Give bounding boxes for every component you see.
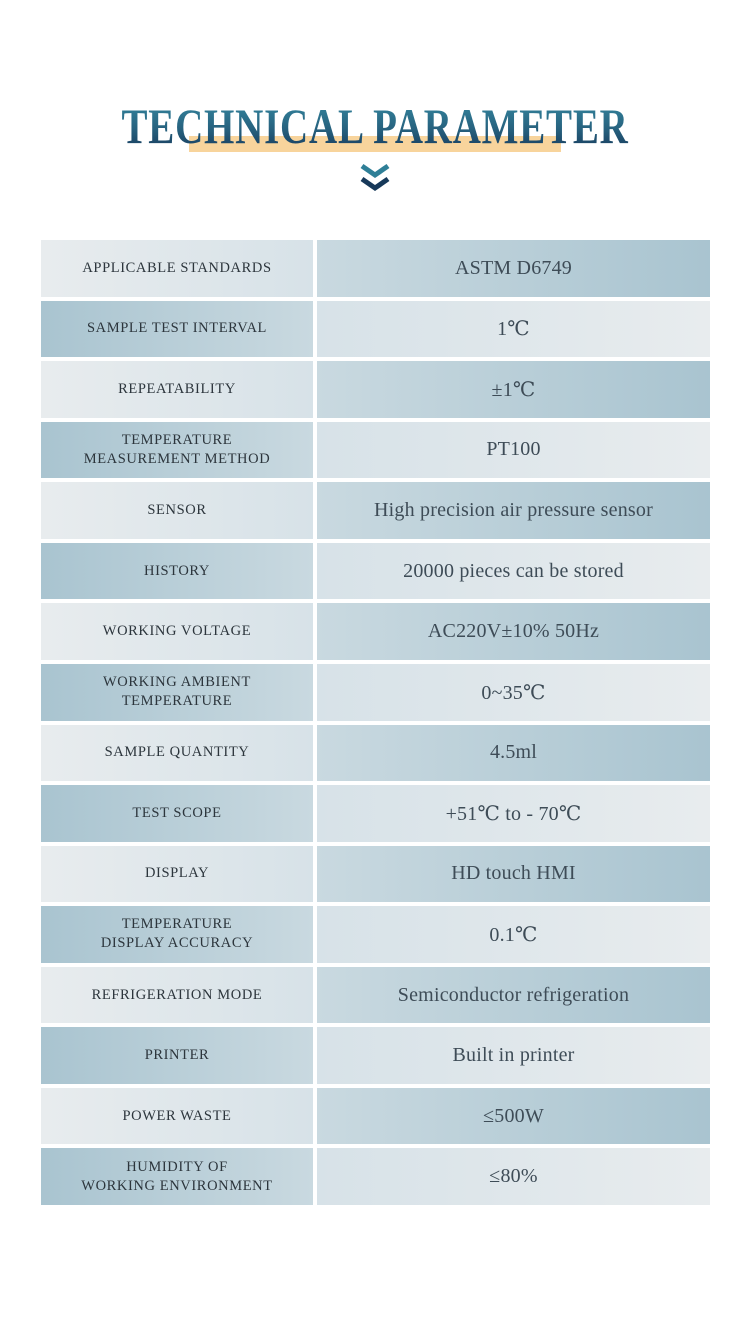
table-row: REFRIGERATION MODE Semiconductor refrige… [41,966,710,1024]
param-label: SAMPLE QUANTITY [104,744,250,761]
param-label: PRINTER [144,1047,210,1064]
param-value-cell: Semiconductor refrigeration [317,966,710,1024]
param-label: POWER WASTE [122,1107,232,1124]
param-value: 0~35℃ [481,681,546,704]
param-label: REFRIGERATION MODE [91,986,263,1003]
param-label: APPLICABLE STANDARDS [82,259,272,276]
param-value-cell: 4.5ml [317,724,710,782]
param-label: WORKING VOLTAGE [102,623,252,640]
param-value: AC220V±10% 50Hz [427,620,600,643]
param-value-cell: 20000 pieces can be stored [317,542,710,600]
param-value-cell: ≤80% [317,1148,710,1205]
param-label-cell: POWER WASTE [41,1087,313,1145]
param-label-cell: SENSOR [41,482,313,539]
param-label-cell: REFRIGERATION MODE [41,966,313,1024]
table-row: REPEATABILITY ±1℃ [41,361,710,418]
table-row: POWER WASTE ≤500W [41,1087,710,1145]
param-value: +51℃ to - 70℃ [445,802,582,825]
param-value: PT100 [486,438,541,461]
double-chevron-down-icon [360,163,390,192]
param-value-cell: ASTM D6749 [317,240,710,297]
table-row: HUMIDITY OF WORKING ENVIRONMENT ≤80% [41,1148,710,1205]
param-value: ≤80% [489,1165,538,1188]
param-label-cell: TEMPERATURE DISPLAY ACCURACY [41,906,313,963]
table-row: TEST SCOPE +51℃ to - 70℃ [41,785,710,842]
param-value: 1℃ [497,318,530,341]
param-value: 20000 pieces can be stored [403,559,624,582]
param-value: ≤500W [483,1104,544,1127]
param-label: SENSOR [147,502,207,519]
param-label-cell: HISTORY [41,542,313,600]
title-highlight-bar [189,136,561,152]
param-value-cell: HD touch HMI [317,845,710,903]
param-value: 0.1℃ [489,923,538,946]
table-row: TEMPERATURE MEASUREMENT METHOD PT100 [41,421,710,479]
param-label-cell: DISPLAY [41,845,313,903]
param-label: TEST SCOPE [132,804,222,821]
param-value-cell: +51℃ to - 70℃ [317,785,710,842]
param-label-cell: TEMPERATURE MEASUREMENT METHOD [41,421,313,479]
param-label-cell: WORKING VOLTAGE [41,603,313,660]
param-label: DISPLAY [144,865,210,882]
param-label: REPEATABILITY [118,380,236,397]
param-label-cell: SAMPLE QUANTITY [41,724,313,782]
table-row: WORKING AMBIENT TEMPERATURE 0~35℃ [41,663,710,721]
table-row: SAMPLE TEST INTERVAL 1℃ [41,300,710,358]
param-value-cell: 0.1℃ [317,906,710,963]
param-label-cell: SAMPLE TEST INTERVAL [41,300,313,358]
param-value: High precision air pressure sensor [374,499,653,522]
table-row: TEMPERATURE DISPLAY ACCURACY 0.1℃ [41,906,710,963]
param-value: ASTM D6749 [454,256,572,279]
param-value: HD touch HMI [451,862,576,885]
param-value-cell: Built in printer [317,1027,710,1084]
param-label-cell: TEST SCOPE [41,785,313,842]
param-value-cell: PT100 [317,421,710,479]
table-row: SAMPLE QUANTITY 4.5ml [41,724,710,782]
table-row: PRINTER Built in printer [41,1027,710,1084]
page-title-block: TECHNICAL PARAMETER [0,100,750,152]
parameter-table: APPLICABLE STANDARDS ASTM D6749 SAMPLE T… [41,240,710,1205]
table-row: SENSOR High precision air pressure senso… [41,482,710,539]
param-label: SAMPLE TEST INTERVAL [86,320,268,337]
param-label-cell: REPEATABILITY [41,361,313,418]
param-label-cell: HUMIDITY OF WORKING ENVIRONMENT [41,1148,313,1205]
param-label-cell: APPLICABLE STANDARDS [41,240,313,297]
param-value-cell: 0~35℃ [317,663,710,721]
param-label-cell: WORKING AMBIENT TEMPERATURE [41,663,313,721]
param-value-cell: 1℃ [317,300,710,358]
param-value-cell: High precision air pressure sensor [317,482,710,539]
param-label: TEMPERATURE DISPLAY ACCURACY [100,916,254,952]
page-title: TECHNICAL PARAMETER [0,100,750,152]
table-row: DISPLAY HD touch HMI [41,845,710,903]
table-row: APPLICABLE STANDARDS ASTM D6749 [41,240,710,297]
param-value: ±1℃ [491,378,536,401]
param-value: 4.5ml [489,741,538,764]
param-value-cell: ±1℃ [317,361,710,418]
param-label-cell: PRINTER [41,1027,313,1084]
page-title-text: TECHNICAL PARAMETER [121,98,629,154]
param-value: Built in printer [452,1044,575,1067]
param-label: WORKING AMBIENT TEMPERATURE [103,674,251,710]
table-row: HISTORY 20000 pieces can be stored [41,542,710,600]
param-label: HUMIDITY OF WORKING ENVIRONMENT [81,1158,273,1194]
param-value-cell: ≤500W [317,1087,710,1145]
param-label: HISTORY [144,562,210,579]
param-value: Semiconductor refrigeration [397,983,630,1006]
param-label: TEMPERATURE MEASUREMENT METHOD [83,431,271,467]
param-value-cell: AC220V±10% 50Hz [317,603,710,660]
table-row: WORKING VOLTAGE AC220V±10% 50Hz [41,603,710,660]
